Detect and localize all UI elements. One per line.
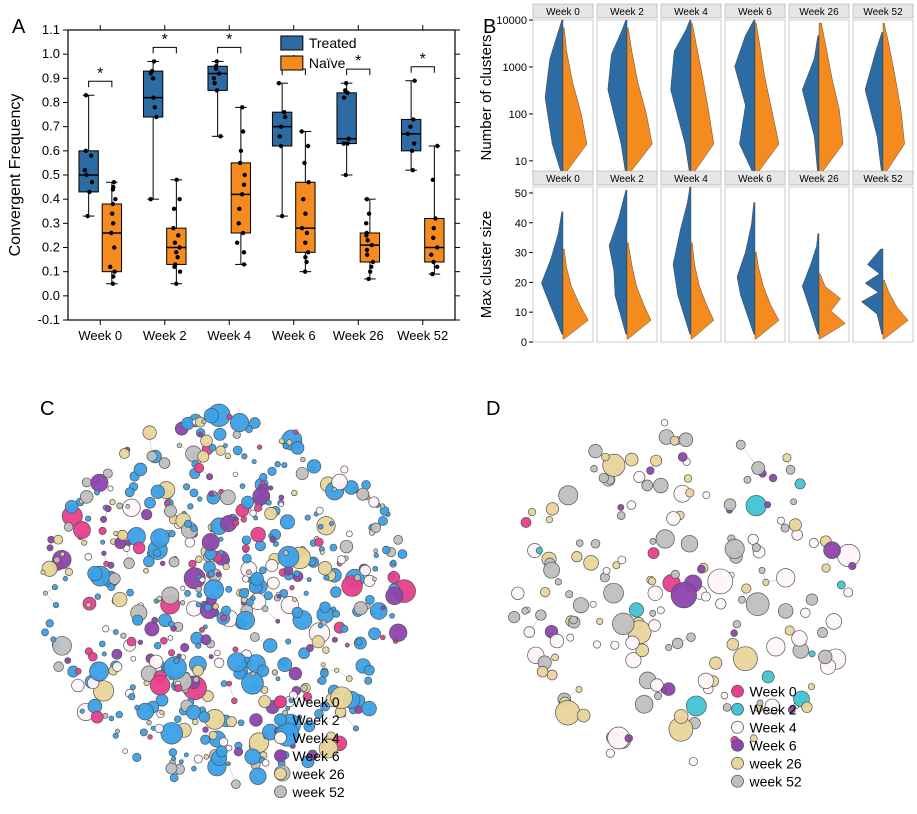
svg-text:1.0: 1.0 bbox=[42, 46, 60, 61]
svg-text:week 52: week 52 bbox=[292, 784, 345, 800]
svg-text:Week 4: Week 4 bbox=[674, 7, 708, 18]
panel-d-svg: Week 0 Week 2 Week 4 Week 6 week 26 week 52 bbox=[460, 370, 917, 814]
panel-d-label: D bbox=[486, 398, 500, 421]
svg-text:10: 10 bbox=[515, 307, 527, 319]
svg-text:1000: 1000 bbox=[503, 62, 527, 74]
svg-text:Week 2: Week 2 bbox=[143, 328, 187, 343]
svg-text:Week 52: Week 52 bbox=[863, 174, 903, 185]
svg-text:Week 6: Week 6 bbox=[750, 737, 797, 753]
svg-text:0.1: 0.1 bbox=[42, 264, 60, 279]
panel-b-svg: Number of clusters10100100010000Week 0We… bbox=[475, 0, 917, 370]
svg-text:Week 6: Week 6 bbox=[738, 7, 772, 18]
svg-text:Naïve: Naïve bbox=[309, 55, 346, 71]
svg-text:Convergent Frequency: Convergent Frequency bbox=[7, 94, 24, 257]
svg-text:Week 6: Week 6 bbox=[272, 328, 316, 343]
svg-text:Week 6: Week 6 bbox=[738, 174, 772, 185]
svg-text:Week 26: Week 26 bbox=[333, 328, 384, 343]
svg-text:*: * bbox=[420, 51, 426, 68]
svg-text:10: 10 bbox=[515, 156, 527, 168]
svg-text:Week 26: Week 26 bbox=[799, 7, 839, 18]
svg-text:*: * bbox=[162, 31, 168, 48]
svg-text:10000: 10000 bbox=[496, 15, 527, 27]
svg-text:-0.1: -0.1 bbox=[38, 312, 60, 327]
svg-text:week 26: week 26 bbox=[749, 755, 802, 771]
svg-text:0.5: 0.5 bbox=[42, 167, 60, 182]
svg-text:Week 0: Week 0 bbox=[78, 328, 122, 343]
svg-text:*: * bbox=[226, 31, 232, 48]
svg-text:Week 26: Week 26 bbox=[799, 174, 839, 185]
svg-text:0.7: 0.7 bbox=[42, 119, 60, 134]
svg-text:Week 0: Week 0 bbox=[750, 683, 797, 699]
svg-text:Week 4: Week 4 bbox=[674, 174, 708, 185]
panel-c-svg: Week 0 Week 2 Week 4 Week 6 week 26 week 52 bbox=[0, 370, 460, 814]
svg-text:Week 2: Week 2 bbox=[750, 701, 797, 717]
svg-text:Max cluster size: Max cluster size bbox=[478, 211, 495, 319]
svg-text:Week 4: Week 4 bbox=[750, 719, 797, 735]
svg-text:40: 40 bbox=[515, 218, 527, 230]
svg-text:Treated: Treated bbox=[309, 35, 357, 51]
svg-text:Week 6: Week 6 bbox=[293, 748, 340, 764]
svg-text:Week 0: Week 0 bbox=[293, 694, 340, 710]
svg-text:1.1: 1.1 bbox=[42, 22, 60, 37]
svg-text:0.2: 0.2 bbox=[42, 240, 60, 255]
svg-text:Number of clusters: Number of clusters bbox=[478, 35, 495, 161]
svg-text:Week 52: Week 52 bbox=[397, 328, 448, 343]
panel-a-svg: -0.1 0.0 0.1 0.2 0.3 0.4 0.5 0.6 0.7 0.8 0.9 1.0 1.1… bbox=[0, 0, 475, 370]
svg-text:0.3: 0.3 bbox=[42, 215, 60, 230]
svg-text:0.0: 0.0 bbox=[42, 288, 60, 303]
svg-text:0: 0 bbox=[521, 337, 527, 349]
svg-text:100: 100 bbox=[509, 109, 527, 121]
svg-text:0.4: 0.4 bbox=[42, 191, 60, 206]
svg-text:Week 2: Week 2 bbox=[610, 174, 644, 185]
svg-text:0.6: 0.6 bbox=[42, 143, 60, 158]
svg-text:0.8: 0.8 bbox=[42, 95, 60, 110]
svg-text:Week 2: Week 2 bbox=[610, 7, 644, 18]
svg-text:30: 30 bbox=[515, 248, 527, 260]
svg-text:*: * bbox=[355, 53, 361, 70]
svg-text:50: 50 bbox=[515, 188, 527, 200]
svg-text:*: * bbox=[97, 65, 103, 82]
panel-c-label: C bbox=[40, 398, 54, 421]
svg-text:Week 0: Week 0 bbox=[546, 174, 580, 185]
svg-text:Week 4: Week 4 bbox=[207, 328, 251, 343]
panel-b-label: B bbox=[483, 16, 496, 39]
figure-root: -0.1 0.0 0.1 0.2 0.3 0.4 0.5 0.6 0.7 0.8 0.9 1.0 1.1… bbox=[0, 0, 917, 814]
svg-text:0.9: 0.9 bbox=[42, 70, 60, 85]
svg-text:Week 2: Week 2 bbox=[293, 712, 340, 728]
svg-text:Week 52: Week 52 bbox=[863, 7, 903, 18]
panel-a-label: A bbox=[12, 16, 25, 39]
svg-text:Week 4: Week 4 bbox=[293, 730, 340, 746]
svg-text:week 52: week 52 bbox=[749, 773, 802, 789]
svg-text:20: 20 bbox=[515, 277, 527, 289]
svg-text:Week 0: Week 0 bbox=[546, 7, 580, 18]
svg-text:week 26: week 26 bbox=[292, 766, 345, 782]
